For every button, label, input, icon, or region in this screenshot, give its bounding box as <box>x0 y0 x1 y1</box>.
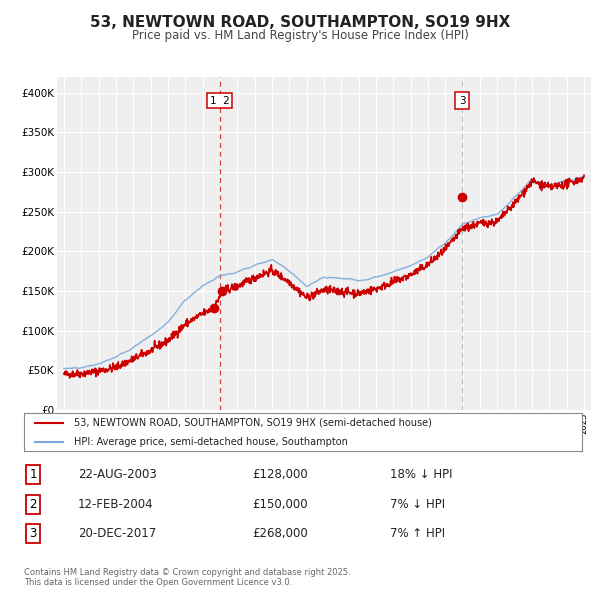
Text: £150,000: £150,000 <box>252 498 308 511</box>
Text: 3: 3 <box>459 96 466 106</box>
Text: HPI: Average price, semi-detached house, Southampton: HPI: Average price, semi-detached house,… <box>74 437 348 447</box>
Text: 7% ↓ HPI: 7% ↓ HPI <box>390 498 445 511</box>
Text: 22-AUG-2003: 22-AUG-2003 <box>78 468 157 481</box>
Text: £268,000: £268,000 <box>252 527 308 540</box>
Text: £128,000: £128,000 <box>252 468 308 481</box>
Text: 7% ↑ HPI: 7% ↑ HPI <box>390 527 445 540</box>
Text: 12-FEB-2004: 12-FEB-2004 <box>78 498 154 511</box>
Text: 2: 2 <box>29 498 37 511</box>
Text: 53, NEWTOWN ROAD, SOUTHAMPTON, SO19 9HX (semi-detached house): 53, NEWTOWN ROAD, SOUTHAMPTON, SO19 9HX … <box>74 418 432 428</box>
Text: Contains HM Land Registry data © Crown copyright and database right 2025.
This d: Contains HM Land Registry data © Crown c… <box>24 568 350 587</box>
Text: 1  2: 1 2 <box>210 96 230 106</box>
Text: 18% ↓ HPI: 18% ↓ HPI <box>390 468 452 481</box>
Text: 1: 1 <box>29 468 37 481</box>
Text: 20-DEC-2017: 20-DEC-2017 <box>78 527 156 540</box>
Text: 3: 3 <box>29 527 37 540</box>
Text: 53, NEWTOWN ROAD, SOUTHAMPTON, SO19 9HX: 53, NEWTOWN ROAD, SOUTHAMPTON, SO19 9HX <box>90 15 510 30</box>
Text: Price paid vs. HM Land Registry's House Price Index (HPI): Price paid vs. HM Land Registry's House … <box>131 30 469 42</box>
